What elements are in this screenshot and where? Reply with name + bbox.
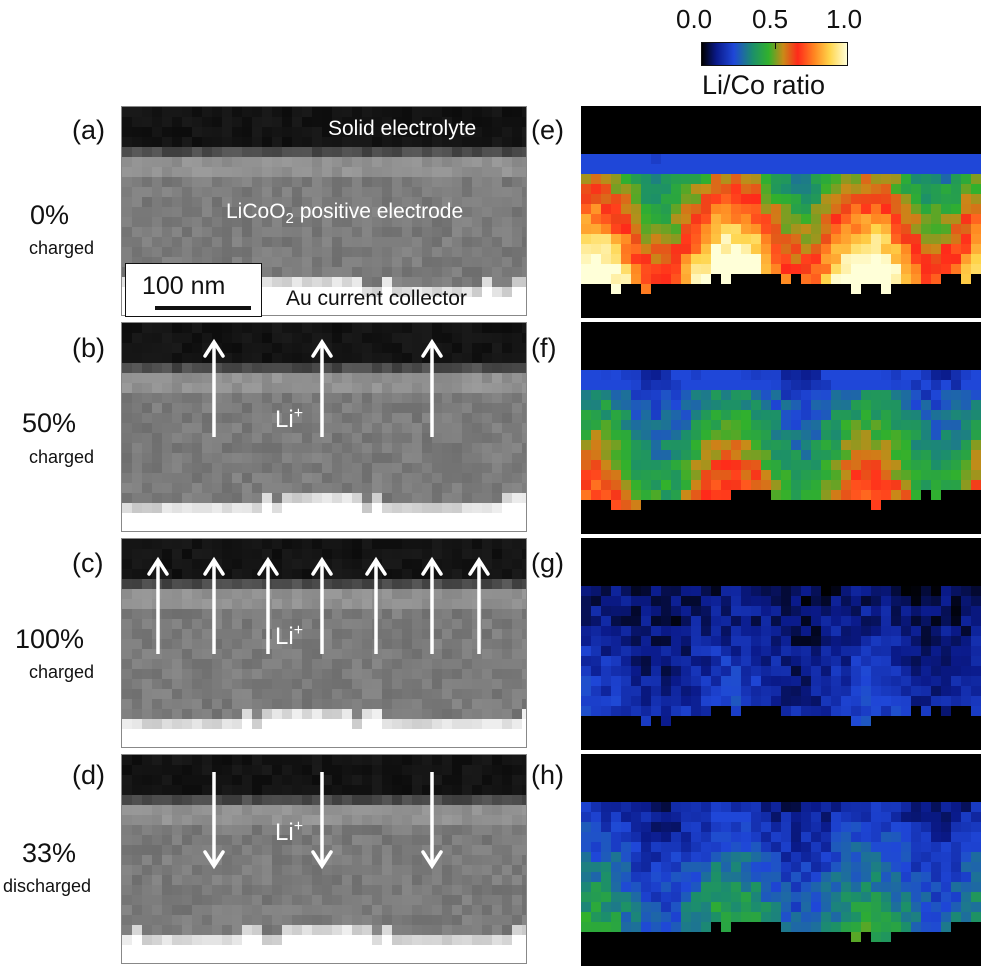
- li-ion-label-d: Li+: [275, 818, 304, 846]
- li-arrow: [421, 338, 443, 437]
- stem-image-d: [121, 754, 527, 964]
- li-arrow: [365, 556, 387, 654]
- li-arrow: [311, 338, 333, 437]
- colorbar-tick-0-5: 0.5: [752, 4, 789, 34]
- scalebar: [155, 306, 251, 310]
- li-arrow: [203, 556, 225, 654]
- colorbar-tick-0: 0.0: [676, 4, 713, 34]
- licoratio-map-h: [581, 754, 981, 966]
- state-label-c: charged: [29, 662, 95, 682]
- layer-label-solid-electrolyte: Solid electrolyte: [328, 117, 477, 140]
- panel-label-b: (b): [72, 333, 105, 363]
- colorbar-tick-1: 1.0: [826, 4, 863, 34]
- li-arrow: [311, 556, 333, 654]
- state-label-a: charged: [29, 238, 95, 258]
- li-arrow: [203, 338, 225, 437]
- panel-label-g: (g): [531, 548, 564, 578]
- colorbar-gradient: [701, 42, 848, 66]
- li-arrow: [203, 772, 225, 870]
- li-arrow: [421, 772, 443, 870]
- panel-label-f: (f): [531, 333, 557, 363]
- li-arrow: [257, 556, 279, 654]
- li-arrow: [147, 556, 169, 654]
- panel-label-a: (a): [72, 115, 105, 145]
- stem-image-b: [121, 322, 527, 532]
- panel-label-d: (d): [72, 760, 105, 790]
- li-ion-label-b: Li+: [275, 405, 304, 433]
- colorbar-label: Li/Co ratio: [702, 70, 826, 100]
- panel-label-e: (e): [531, 115, 564, 145]
- li-ion-label-c: Li+: [275, 622, 304, 650]
- licoratio-map-g: [581, 538, 981, 750]
- li-arrow: [421, 556, 443, 654]
- li-arrow: [468, 556, 490, 654]
- licoratio-map-e: [581, 106, 981, 318]
- percent-label-b: 50%: [22, 408, 77, 438]
- layer-label-au-collector: Au current collector: [286, 287, 467, 310]
- licoratio-map-f: [581, 322, 981, 534]
- layer-label-licoo2: LiCoO2 positive electrode: [226, 200, 464, 228]
- percent-label-a: 0%: [30, 200, 70, 230]
- state-label-d: discharged: [3, 876, 92, 896]
- panel-label-c: (c): [72, 548, 104, 578]
- percent-label-c: 100%: [15, 624, 85, 654]
- scalebar-label: 100 nm: [142, 272, 226, 300]
- state-label-b: charged: [29, 447, 95, 467]
- li-arrow: [311, 772, 333, 870]
- percent-label-d: 33%: [22, 838, 77, 868]
- stem-image-c: [121, 538, 527, 748]
- panel-label-h: (h): [531, 760, 564, 790]
